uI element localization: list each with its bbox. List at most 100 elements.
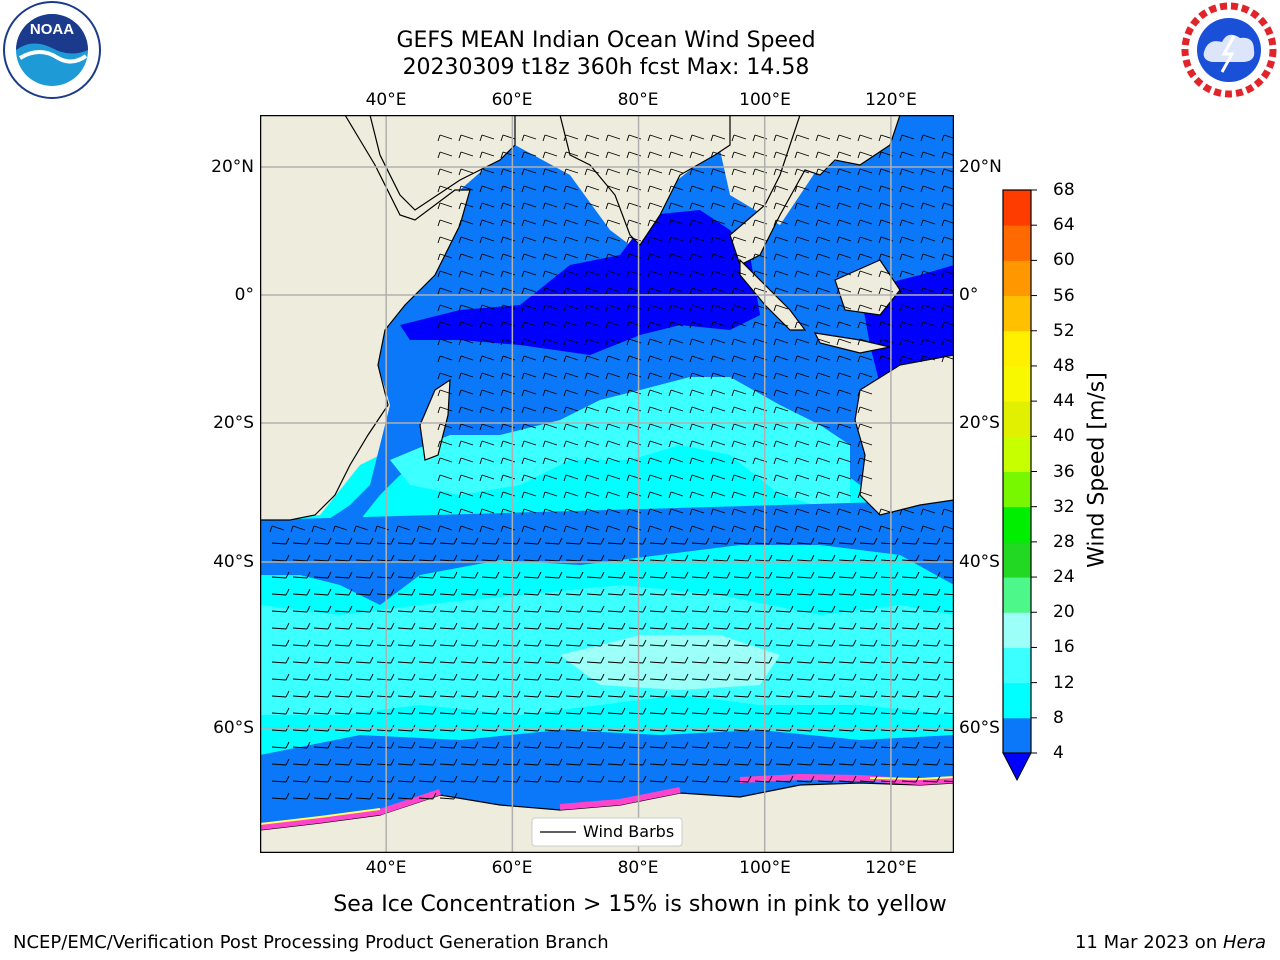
wind-barb <box>584 508 600 516</box>
wind-barb <box>544 707 563 715</box>
wind-barb <box>836 355 852 363</box>
wind-barb <box>796 537 815 545</box>
wind-barb <box>899 355 915 363</box>
wind-barb <box>668 440 684 448</box>
wind-barb <box>899 168 915 176</box>
wind-barb <box>941 355 954 363</box>
colorbar-segment <box>1003 647 1031 684</box>
wind-barb <box>563 525 579 533</box>
wind-barb <box>397 741 416 749</box>
wind-barb <box>796 741 815 749</box>
wind-barb <box>838 775 857 783</box>
wind-barb <box>731 185 747 193</box>
wind-barb <box>479 168 495 176</box>
wind-barb <box>899 321 915 329</box>
wind-barb <box>521 236 537 244</box>
wind-barb <box>313 554 332 562</box>
wind-barb <box>859 690 878 698</box>
wind-barb <box>544 639 563 647</box>
wind-barb <box>712 673 731 681</box>
wind-barb <box>586 571 605 579</box>
wind-barb <box>754 707 773 715</box>
wind-barb <box>857 236 873 244</box>
wind-barb <box>292 690 311 698</box>
wind-barb <box>901 690 920 698</box>
wind-barb <box>565 622 584 630</box>
wind-barb <box>649 588 668 596</box>
wind-barb <box>313 656 332 664</box>
wind-barb <box>880 639 899 647</box>
wind-barb <box>815 372 831 380</box>
wind-barb <box>670 775 689 783</box>
wind-barb <box>941 168 954 176</box>
wind-barb <box>479 253 495 261</box>
wind-barb <box>731 134 747 142</box>
wind-barb <box>542 372 558 380</box>
wind-barb <box>668 321 684 329</box>
wind-barb <box>521 168 537 176</box>
wind-barb <box>712 588 731 596</box>
wind-barb <box>437 219 453 227</box>
wind-barb <box>943 542 954 545</box>
lat-tick-right-0: 0° <box>959 285 979 305</box>
wind-barb <box>521 202 537 210</box>
wind-barb <box>313 741 332 749</box>
wind-barb <box>670 571 689 579</box>
wind-barb <box>544 588 563 596</box>
wind-barb <box>670 673 689 681</box>
wind-barb <box>313 758 332 766</box>
wind-barb <box>796 656 815 664</box>
wind-barb <box>460 554 479 562</box>
wind-barb <box>647 168 663 176</box>
wind-barb <box>458 219 474 227</box>
wind-barb <box>544 656 563 664</box>
wind-barb <box>754 588 773 596</box>
wind-barb <box>605 304 621 312</box>
wind-barb <box>292 622 311 630</box>
wind-barb <box>439 588 458 596</box>
wind-barb <box>628 707 647 715</box>
wind-barb <box>794 253 810 261</box>
wind-barb <box>712 571 731 579</box>
wind-barb <box>901 741 920 749</box>
wind-barb <box>775 741 794 749</box>
wind-barb <box>523 656 542 664</box>
wind-barb <box>437 423 453 431</box>
wind-barb <box>754 639 773 647</box>
wind-barb <box>689 219 705 227</box>
wind-barb <box>836 372 852 380</box>
wind-barb <box>502 554 521 562</box>
wind-barb <box>943 559 954 562</box>
wind-barb <box>773 151 789 159</box>
wind-barb <box>586 690 605 698</box>
wind-barb <box>668 253 684 261</box>
wind-barb <box>479 304 495 312</box>
wind-barb <box>458 287 474 295</box>
wind-barb <box>836 406 852 414</box>
wind-barb <box>292 758 311 766</box>
wind-barb <box>689 508 705 516</box>
wind-barb <box>712 741 731 749</box>
wind-barb <box>773 355 789 363</box>
wind-barb <box>838 707 857 715</box>
wind-barb <box>901 571 920 579</box>
wind-barb <box>794 338 810 346</box>
wind-barb <box>836 287 852 295</box>
wind-barb <box>605 525 621 533</box>
wind-barb <box>542 406 558 414</box>
wind-barb <box>418 741 437 749</box>
wind-barb <box>542 287 558 295</box>
wind-barb <box>458 508 474 516</box>
wind-barb <box>458 168 474 176</box>
wind-barb <box>397 571 416 579</box>
wind-barb <box>334 605 353 613</box>
wind-barb <box>920 151 936 159</box>
wind-barb <box>605 457 621 465</box>
wind-barb <box>439 775 458 783</box>
wind-barb <box>565 673 584 681</box>
wind-barb <box>943 712 954 715</box>
wind-barb <box>523 741 542 749</box>
wind-barb <box>943 610 954 613</box>
wind-barb <box>479 525 495 533</box>
wind-barb <box>775 622 794 630</box>
